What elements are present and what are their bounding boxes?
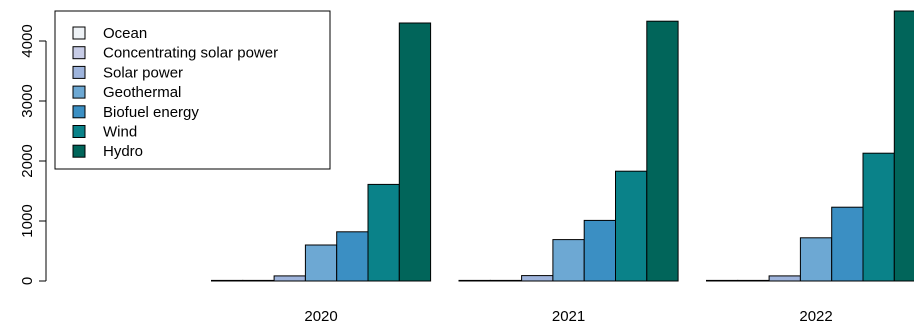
y-tick-label: 0 bbox=[19, 277, 36, 285]
bar-2022-concentrating-solar-power bbox=[737, 279, 770, 282]
y-tick-label: 2000 bbox=[19, 144, 36, 177]
bar-2020-hydro bbox=[398, 22, 432, 282]
bar-2021-concentrating-solar-power bbox=[489, 279, 523, 282]
bar-2020-solar-power bbox=[273, 275, 306, 282]
bar-2020-ocean bbox=[211, 279, 244, 282]
bar-2021-solar-power bbox=[521, 275, 554, 282]
y-axis: 0 1000 2000 3000 4000 bbox=[19, 24, 47, 285]
legend-label: Concentrating solar power bbox=[103, 45, 278, 62]
legend-swatch bbox=[72, 46, 86, 60]
legend-swatch bbox=[72, 105, 86, 119]
legend-swatch bbox=[72, 144, 86, 158]
legend-label: Wind bbox=[103, 124, 137, 141]
bar-2022-biofuel-energy bbox=[831, 206, 864, 282]
bar-2021-biofuel-energy bbox=[583, 219, 617, 282]
category-label: 2020 bbox=[304, 308, 337, 325]
bar-2021-geothermal bbox=[552, 239, 585, 282]
bar-2020-wind bbox=[367, 183, 400, 282]
bar-2021-ocean bbox=[458, 279, 491, 282]
y-tick-label: 1000 bbox=[19, 204, 36, 237]
legend-box bbox=[54, 10, 331, 170]
bar-2022-hydro bbox=[893, 10, 914, 282]
legend-label: Biofuel energy bbox=[103, 104, 199, 121]
legend-label: Geothermal bbox=[103, 84, 181, 101]
bar-2021-wind bbox=[615, 170, 648, 282]
bar-2022-solar-power bbox=[768, 275, 801, 282]
bar-2020-biofuel-energy bbox=[336, 231, 369, 282]
legend-label: Ocean bbox=[103, 25, 147, 42]
legend-label: Solar power bbox=[103, 64, 183, 81]
bar-2022-ocean bbox=[706, 279, 739, 282]
bar-2022-geothermal bbox=[799, 237, 833, 282]
legend-label: Hydro bbox=[103, 143, 143, 160]
bar-2022-wind bbox=[862, 152, 895, 282]
category-labels: 2020 2021 2022 bbox=[304, 308, 832, 325]
bars bbox=[211, 10, 914, 282]
bar-2020-concentrating-solar-power bbox=[242, 279, 275, 282]
legend-swatch bbox=[72, 26, 86, 40]
legend-swatch bbox=[72, 125, 86, 138]
bar-2021-hydro bbox=[646, 20, 679, 282]
y-tick-label: 3000 bbox=[19, 84, 36, 117]
legend-swatch bbox=[72, 85, 86, 99]
category-label: 2022 bbox=[799, 308, 832, 325]
bar-2020-geothermal bbox=[304, 244, 338, 282]
legend-swatch bbox=[72, 65, 86, 79]
category-label: 2021 bbox=[552, 308, 585, 325]
legend: Ocean Concentrating solar power Solar powe… bbox=[54, 10, 331, 170]
y-tick-label: 4000 bbox=[19, 24, 36, 57]
